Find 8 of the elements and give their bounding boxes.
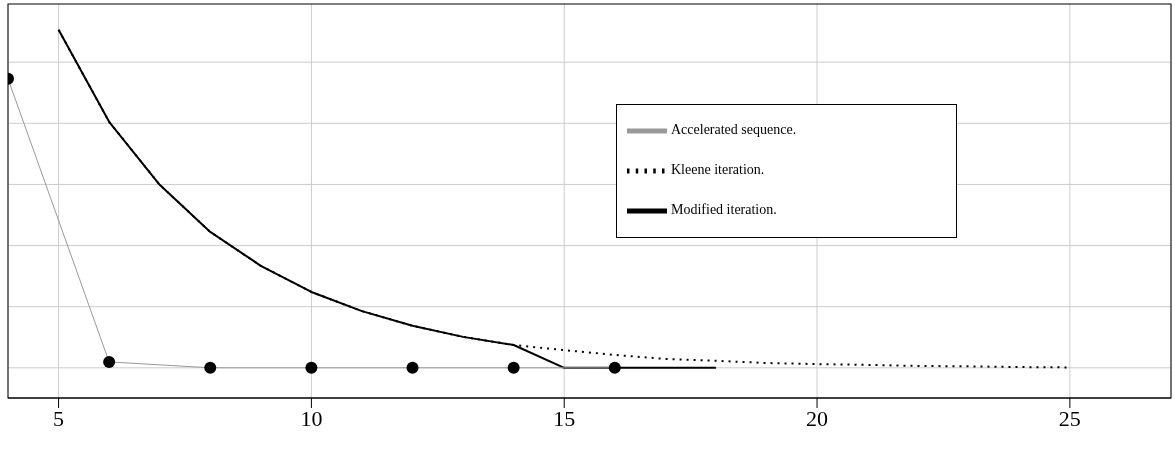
legend-label: Kleene iteration. (671, 162, 765, 178)
x-tick-label: 20 (806, 405, 829, 431)
legend-label: Modified iteration. (671, 202, 777, 218)
x-tick-label: 10 (300, 405, 323, 431)
legend-label: Accelerated sequence. (671, 122, 797, 138)
x-tick-label: 25 (1058, 405, 1081, 431)
x-tick-label: 15 (553, 405, 576, 431)
x-tick-label: 5 (53, 405, 65, 431)
